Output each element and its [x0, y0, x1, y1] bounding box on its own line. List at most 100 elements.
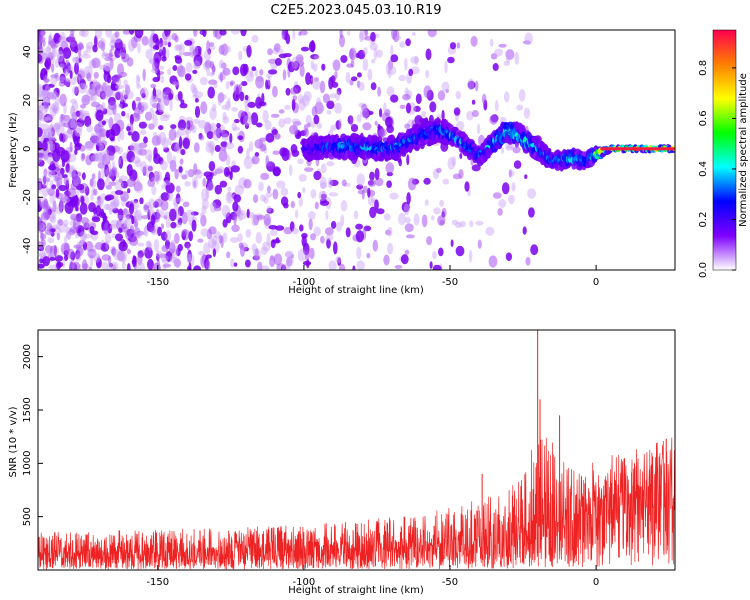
noise-blob: [121, 262, 126, 270]
noise-blob: [138, 148, 148, 156]
noise-blob: [413, 105, 421, 112]
noise-blob: [432, 264, 442, 270]
noise-blob: [213, 129, 218, 136]
noise-blob: [444, 60, 448, 74]
noise-blob: [68, 118, 78, 130]
noise-blob: [251, 243, 257, 252]
noise-blob: [172, 257, 178, 264]
noise-blob: [172, 65, 178, 71]
noise-blob: [70, 98, 77, 104]
noise-blob: [312, 63, 318, 72]
snr-x-axis: -150 -100 -50 0: [146, 565, 599, 588]
noise-blob: [305, 114, 312, 126]
noise-blob: [58, 36, 67, 44]
noise-blob: [111, 261, 119, 270]
noise-blob: [319, 176, 327, 189]
noise-blob: [387, 59, 394, 71]
noise-blob: [386, 86, 395, 97]
noise-blob: [390, 54, 399, 63]
noise-blob: [389, 192, 399, 200]
noise-blob: [237, 233, 243, 243]
noise-blob: [346, 31, 351, 36]
noise-blob: [174, 168, 179, 180]
colorbar: 0.0 0.2 0.4 0.6 0.8 Normalized spectral ampl…: [698, 29, 749, 278]
signal-blob: [437, 118, 442, 125]
noise-blob: [336, 87, 342, 96]
noise-blob: [117, 103, 123, 109]
noise-blob: [40, 232, 44, 242]
noise-blob: [114, 179, 124, 192]
noise-blob: [94, 152, 103, 162]
noise-blob: [161, 137, 169, 150]
noise-blob: [451, 219, 459, 226]
noise-blob: [137, 42, 141, 54]
noise-blob: [213, 205, 222, 212]
noise-blob: [47, 237, 55, 244]
noise-blob: [84, 96, 93, 102]
noise-blob: [152, 61, 158, 71]
noise-blob: [503, 91, 510, 103]
noise-blob: [441, 207, 447, 218]
noise-blob: [44, 245, 53, 254]
noise-blob: [40, 51, 48, 60]
noise-blob: [272, 188, 279, 200]
noise-blob: [205, 143, 214, 154]
noise-blob: [38, 114, 43, 120]
noise-blob: [206, 140, 212, 147]
spectrogram-y-label: Frequency (Hz): [8, 112, 19, 188]
noise-blob: [38, 53, 43, 63]
noise-blob: [63, 78, 71, 87]
noise-blob: [240, 116, 247, 125]
noise-blob: [92, 44, 98, 53]
noise-blob: [488, 255, 498, 268]
colorbar-tick-label: 0.4: [698, 161, 709, 177]
noise-blob: [212, 130, 220, 141]
noise-blob: [170, 239, 176, 250]
noise-blob: [225, 100, 231, 111]
noise-blob: [110, 137, 115, 142]
x-tick-label: -150: [146, 277, 169, 288]
noise-blob: [268, 58, 277, 64]
noise-blob: [143, 203, 149, 213]
noise-blob: [356, 173, 365, 187]
noise-blob: [371, 58, 376, 64]
noise-blob: [38, 182, 42, 194]
noise-blob: [499, 116, 507, 124]
y-tick-label: 500: [22, 507, 33, 526]
noise-blob: [284, 250, 294, 259]
noise-blob: [138, 142, 148, 149]
noise-blob: [398, 212, 406, 226]
noise-blob: [162, 41, 168, 46]
noise-blob: [297, 94, 304, 104]
noise-blob: [52, 149, 61, 162]
noise-blob: [405, 102, 412, 114]
noise-blob: [383, 102, 387, 114]
noise-blob: [201, 198, 209, 210]
noise-blob: [301, 94, 310, 107]
noise-blob: [429, 261, 433, 269]
noise-blob: [195, 170, 203, 179]
noise-blob: [125, 209, 130, 220]
noise-blob: [98, 37, 106, 51]
noise-blob: [103, 203, 111, 210]
noise-blob: [193, 265, 202, 270]
noise-blob: [123, 216, 132, 229]
noise-blob: [208, 226, 217, 235]
noise-blob: [475, 80, 479, 92]
noise-blob: [283, 117, 292, 125]
noise-blob: [308, 41, 316, 53]
colorbar-tick-label: 0.6: [698, 110, 709, 126]
noise-blob: [122, 30, 131, 35]
noise-blob: [250, 112, 259, 126]
noise-blob: [55, 206, 63, 215]
noise-blob: [117, 73, 126, 78]
noise-blob: [59, 174, 63, 181]
noise-blob: [109, 152, 115, 161]
y-tick-label: 2000: [22, 344, 33, 369]
noise-blob: [331, 81, 339, 88]
noise-blob: [58, 184, 68, 192]
noise-blob: [105, 204, 110, 210]
noise-blob: [508, 194, 515, 205]
noise-blob: [144, 149, 153, 161]
noise-blob: [258, 101, 267, 107]
